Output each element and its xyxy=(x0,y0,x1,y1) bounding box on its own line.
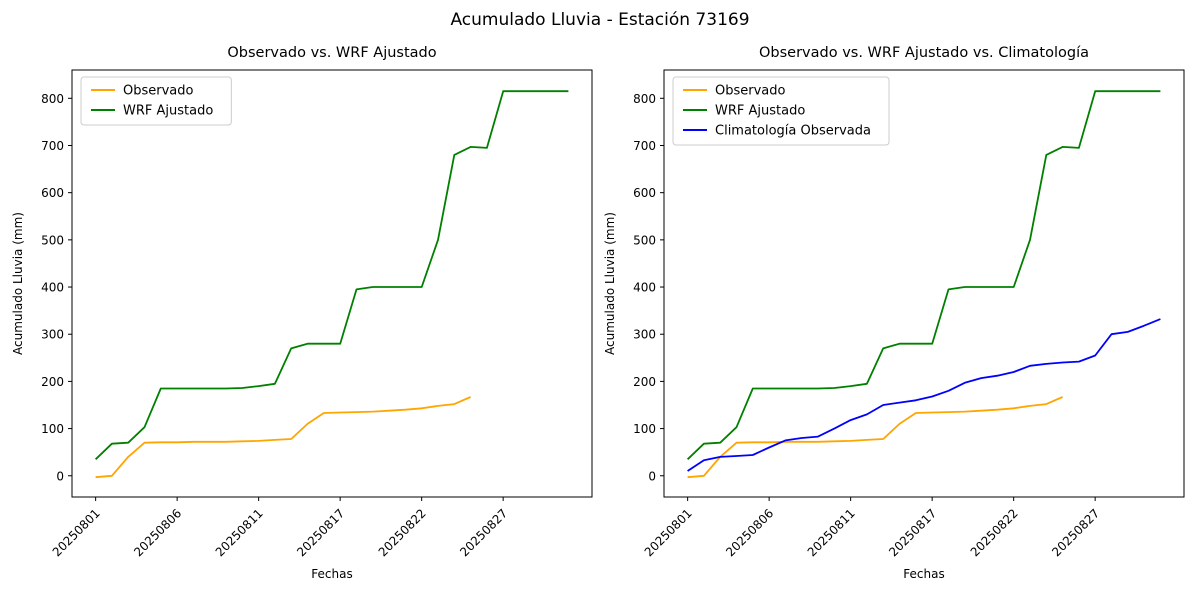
legend-label: WRF Ajustado xyxy=(123,104,213,119)
x-tick-label: 20250827 xyxy=(1049,506,1102,559)
x-tick-label: 20250806 xyxy=(723,506,776,559)
x-tick-label: 20250801 xyxy=(50,506,103,559)
legend: Observado WRF Ajustado xyxy=(80,76,232,126)
series-line-wrf-ajustado xyxy=(94,90,569,460)
x-axis-label: Fechas xyxy=(311,567,352,581)
x-tick-label: 20250822 xyxy=(968,506,1021,559)
y-tick-label: 200 xyxy=(41,375,64,389)
left-chart-canvas: Observado vs. WRF Ajustado 0 100 200 300 400 5… xyxy=(11,45,593,581)
figure-title: Acumulado Lluvia - Estación 73169 xyxy=(450,10,750,30)
x-tick-label: 20250801 xyxy=(642,506,695,559)
legend-box xyxy=(672,76,890,146)
y-tick-label: 800 xyxy=(41,92,64,106)
x-tick-label: 20250827 xyxy=(457,506,510,559)
x-tick-label: 20250817 xyxy=(294,506,347,559)
y-tick-label: 600 xyxy=(633,186,656,200)
series-line-observado xyxy=(687,396,1063,479)
y-tick-label: 700 xyxy=(41,139,64,153)
y-tick-label: 500 xyxy=(633,233,656,247)
x-tick-label: 20250811 xyxy=(213,506,266,559)
y-tick-label: 700 xyxy=(633,139,656,153)
subplot-title: Observado vs. WRF Ajustado vs. Climatolo… xyxy=(759,45,1089,61)
y-tick-label: 800 xyxy=(633,92,656,106)
y-tick-label: 500 xyxy=(41,233,64,247)
x-axis-label: Fechas xyxy=(903,567,944,581)
series-line-climatolog-a-observada xyxy=(687,318,1161,472)
legend-label: WRF Ajustado xyxy=(715,104,805,119)
y-tick-label: 0 xyxy=(56,469,64,483)
y-tick-label: 600 xyxy=(41,186,64,200)
legend-box xyxy=(80,76,232,126)
y-tick-label: 300 xyxy=(41,328,64,342)
x-tick-label: 20250817 xyxy=(886,506,939,559)
series-line-observado xyxy=(95,396,471,479)
y-tick-label: 400 xyxy=(633,281,656,295)
y-tick-label: 100 xyxy=(633,422,656,436)
subplot-title: Observado vs. WRF Ajustado xyxy=(227,45,436,61)
y-axis-label: Acumulado Lluvia (mm) xyxy=(11,212,25,355)
y-tick-label: 100 xyxy=(41,422,64,436)
axes-frame xyxy=(71,69,593,498)
legend-label: Climatología Observada xyxy=(715,124,871,139)
x-tick-label: 20250811 xyxy=(805,506,858,559)
right-chart-canvas: Observado vs. WRF Ajustado vs. Climatolo… xyxy=(603,45,1185,581)
x-tick-label: 20250806 xyxy=(131,506,184,559)
y-tick-label: 400 xyxy=(41,281,64,295)
legend-label: Observado xyxy=(123,84,194,99)
y-axis-label: Acumulado Lluvia (mm) xyxy=(603,212,617,355)
y-tick-label: 0 xyxy=(648,469,656,483)
x-tick-label: 20250822 xyxy=(376,506,429,559)
legend: Observado WRF Ajustado Climatología Observ… xyxy=(672,76,890,146)
y-tick-label: 200 xyxy=(633,375,656,389)
y-tick-label: 300 xyxy=(633,328,656,342)
series-line-wrf-ajustado xyxy=(686,90,1161,460)
legend-label: Observado xyxy=(715,84,786,99)
axes-frame xyxy=(663,69,1185,498)
